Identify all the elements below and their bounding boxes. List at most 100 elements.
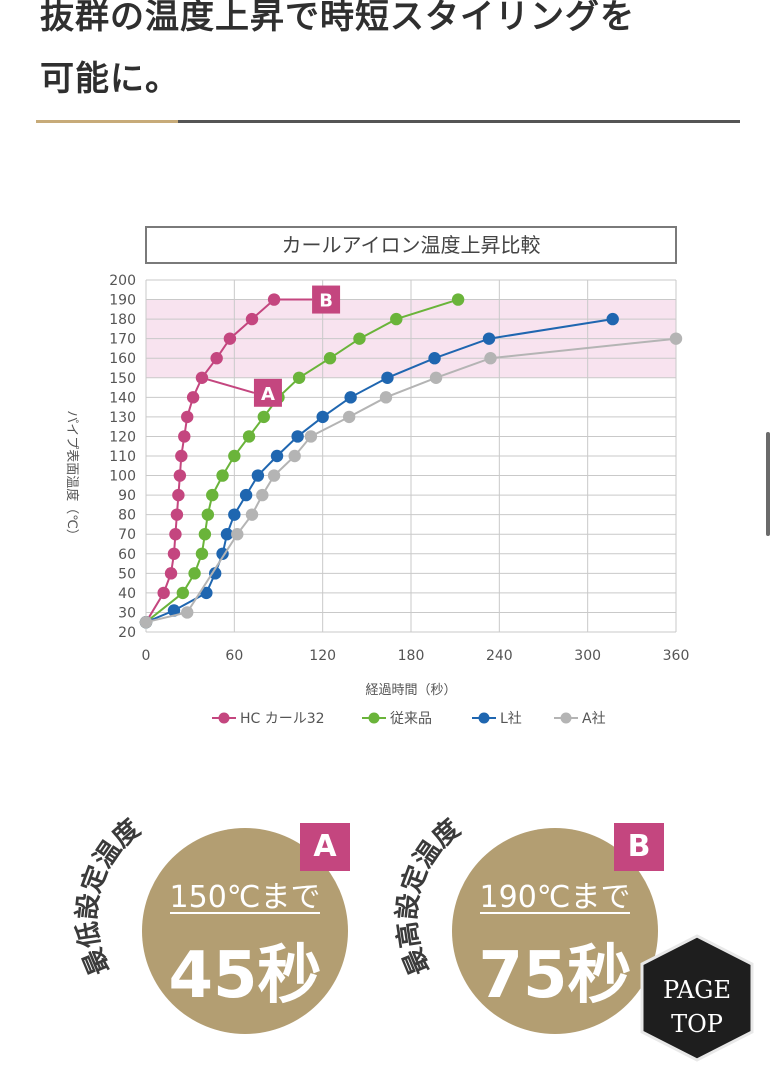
- legend-marker: [478, 712, 490, 724]
- data-point: [288, 449, 301, 463]
- y-tick-label: 30: [118, 605, 136, 621]
- badge-a-time: 45秒: [168, 939, 322, 1013]
- data-point: [178, 430, 191, 443]
- page-top-line-2: TOP: [671, 1010, 723, 1038]
- data-point: [216, 469, 229, 482]
- y-tick-label: 110: [109, 449, 136, 465]
- data-point: [157, 586, 170, 600]
- legend-marker: [218, 712, 230, 724]
- badge-a-arc-label: 最低設定温度: [71, 813, 146, 979]
- legend-marker: [368, 712, 380, 724]
- legend-label: L社: [500, 711, 522, 727]
- data-point: [173, 469, 187, 482]
- page-top-button[interactable]: PAGE TOP: [636, 934, 758, 1062]
- legend-label: HC カール32: [240, 711, 325, 727]
- badge-b-letter: B: [614, 823, 664, 871]
- data-point: [242, 430, 256, 443]
- y-tick-label: 120: [109, 429, 136, 445]
- series-3: [139, 332, 683, 629]
- data-point: [188, 567, 201, 580]
- x-tick-label: 360: [663, 648, 690, 664]
- x-tick-label: 180: [398, 648, 425, 664]
- data-point: [201, 508, 215, 521]
- data-point: [251, 469, 265, 482]
- chart-title: カールアイロン温度上昇比較: [282, 233, 541, 257]
- headline-line-2: 可能に。: [40, 59, 180, 99]
- series-0: [139, 293, 281, 629]
- data-point: [210, 352, 223, 365]
- data-point: [169, 528, 182, 541]
- divider-line: [178, 120, 740, 123]
- data-point: [428, 352, 441, 365]
- data-point: [195, 547, 209, 560]
- data-point: [200, 586, 213, 600]
- data-point: [228, 449, 241, 463]
- data-point: [342, 410, 356, 424]
- x-tick-label: 0: [142, 648, 151, 664]
- annotation-label: B: [319, 291, 333, 312]
- headline: 抜群の温度上昇で時短スタイリングを 可能に。: [40, 0, 760, 110]
- data-point: [228, 508, 241, 521]
- badge-b-time: 75秒: [478, 939, 632, 1013]
- badge-b-temp: 190℃まで: [479, 880, 631, 915]
- data-point: [344, 391, 357, 404]
- temperature-chart: カールアイロン温度上昇比較 20 30 40 50 60 70 80 90 100 110 120 13…: [64, 226, 690, 727]
- data-point: [176, 586, 190, 600]
- data-point: [291, 430, 304, 443]
- legend-marker: [560, 712, 572, 724]
- badge-a-temp: 150℃まで: [169, 880, 321, 915]
- x-axis-label: 経過時間（秒）: [365, 683, 456, 698]
- data-point: [181, 606, 194, 619]
- annotation-leader: [201, 376, 255, 394]
- y-tick-label: 150: [109, 371, 136, 387]
- data-point: [245, 312, 259, 326]
- data-point: [379, 391, 393, 404]
- annotation-box: [253, 378, 282, 407]
- data-point: [167, 604, 181, 617]
- data-point: [172, 488, 185, 502]
- y-tick-label: 90: [118, 488, 136, 504]
- x-tick-label: 300: [574, 648, 601, 664]
- data-point: [170, 508, 184, 521]
- data-point: [353, 332, 366, 345]
- scrollbar-thumb[interactable]: [766, 432, 770, 536]
- headline-line-1: 抜群の温度上昇で時短スタイリングを: [40, 0, 635, 37]
- data-point: [606, 312, 619, 326]
- data-point: [186, 391, 200, 404]
- data-point: [257, 410, 270, 424]
- data-point: [181, 410, 194, 424]
- y-tick-label: 80: [118, 508, 136, 524]
- data-point: [175, 449, 188, 463]
- y-tick-label: 50: [118, 566, 136, 582]
- data-point: [139, 616, 153, 629]
- data-point: [323, 352, 337, 365]
- data-point: [198, 528, 212, 541]
- data-point: [206, 488, 219, 502]
- data-point: [267, 293, 281, 306]
- data-point: [292, 371, 306, 384]
- annotation-box: [312, 285, 341, 314]
- legend-item-1: 従来品: [362, 711, 432, 727]
- svg-text:最低設定温度: 最低設定温度: [71, 813, 146, 979]
- y-tick-label: 160: [109, 351, 136, 367]
- y-tick-label: 130: [109, 410, 136, 426]
- y-tick-label: 20: [118, 625, 136, 641]
- y-tick-label: 40: [118, 586, 136, 602]
- y-tick-label: 140: [109, 390, 136, 406]
- data-point: [451, 293, 465, 306]
- data-point: [381, 371, 394, 384]
- data-point: [231, 528, 244, 541]
- data-point: [482, 332, 496, 345]
- legend-label: 従来品: [390, 711, 432, 727]
- data-point: [245, 508, 259, 521]
- legend-item-2: L社: [472, 711, 522, 727]
- data-point: [164, 567, 178, 580]
- data-point: [267, 469, 281, 482]
- data-point: [669, 332, 683, 345]
- data-point: [304, 430, 318, 443]
- x-tick-label: 120: [309, 648, 336, 664]
- data-point: [223, 332, 237, 345]
- page-top-line-1: PAGE: [663, 976, 731, 1004]
- data-point: [429, 371, 443, 384]
- y-tick-label: 70: [118, 527, 136, 543]
